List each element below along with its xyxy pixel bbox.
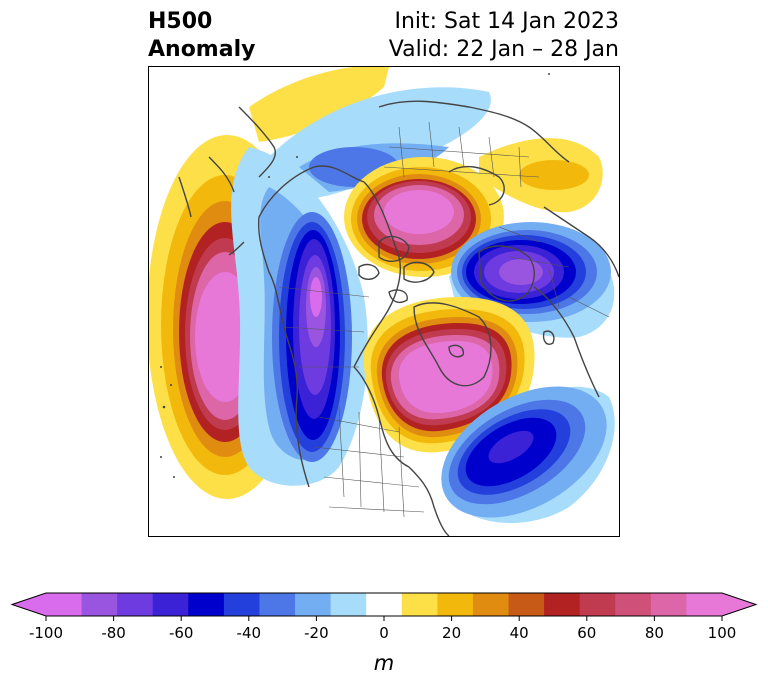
colorbar-tick-label: -100 [29, 624, 63, 642]
colorbar-segment [401, 593, 438, 616]
anomaly-atlantic-negative [441, 386, 615, 524]
colorbar-segment [188, 593, 225, 616]
coastlines [178, 100, 619, 536]
colorbar-segment [544, 593, 581, 616]
init-date-label: Init: Sat 14 Jan 2023 [394, 9, 619, 34]
colorbar-segment [259, 593, 296, 616]
map-title-left: H500 Anomaly [148, 8, 255, 64]
colorbar-segment [152, 593, 189, 616]
colorbar-segment [686, 593, 723, 616]
map-panel [148, 66, 620, 537]
islands [160, 73, 550, 478]
colorbar-tick-label: 0 [379, 624, 389, 642]
map-title-right: Init: Sat 14 Jan 2023 Valid: 22 Jan – 28… [389, 8, 619, 64]
colorbar-segment [81, 593, 118, 616]
anomaly-map [149, 67, 619, 536]
title-variable: H500 [148, 9, 213, 34]
colorbar-ticks: -100 -80 -60 -40 -20 0 20 40 60 80 100 [29, 616, 736, 642]
anomaly-europe-positive [479, 138, 603, 213]
colorbar-tick-label: 40 [510, 624, 529, 642]
anomaly-west-america-negative [231, 147, 368, 486]
colorbar-tick-label: -20 [304, 624, 329, 642]
colorbar: -100 -80 -60 -40 -20 0 20 40 60 80 100 m [10, 592, 758, 675]
colorbar-tick-label: 100 [708, 624, 737, 642]
colorbar-segment [437, 593, 474, 616]
country-borders [278, 121, 610, 518]
colorbar-extend-low [12, 593, 46, 616]
colorbar-segment [223, 593, 260, 616]
colorbar-segment [650, 593, 687, 616]
colorbar-tick-label: 60 [577, 624, 596, 642]
colorbar-tick-label: -80 [101, 624, 126, 642]
colorbar-unit-label: m [374, 651, 394, 675]
valid-range-label: Valid: 22 Jan – 28 Jan [388, 37, 619, 62]
colorbar-segment [295, 593, 332, 616]
colorbar-tick-label: 20 [442, 624, 461, 642]
colorbar-segment [46, 593, 83, 616]
colorbar-segment [472, 593, 510, 616]
colorbar-tick-label: 80 [645, 624, 664, 642]
colorbar-tick-label: -60 [169, 624, 194, 642]
colorbar-segments [10, 592, 758, 617]
anomaly-arctic-positive [344, 157, 504, 277]
colorbar-segment [508, 593, 545, 616]
colorbar-segment [117, 593, 154, 616]
colorbar-segment [330, 593, 367, 616]
anomaly-siberia-positive [249, 67, 389, 142]
colorbar-extend-high [722, 593, 756, 616]
colorbar-tick-label: -40 [237, 624, 262, 642]
colorbar-segment [579, 593, 616, 616]
colorbar-segment [615, 593, 652, 616]
anomaly-scandinavia-negative [449, 222, 615, 338]
colorbar-segment [366, 593, 403, 616]
title-subtitle: Anomaly [148, 37, 256, 62]
